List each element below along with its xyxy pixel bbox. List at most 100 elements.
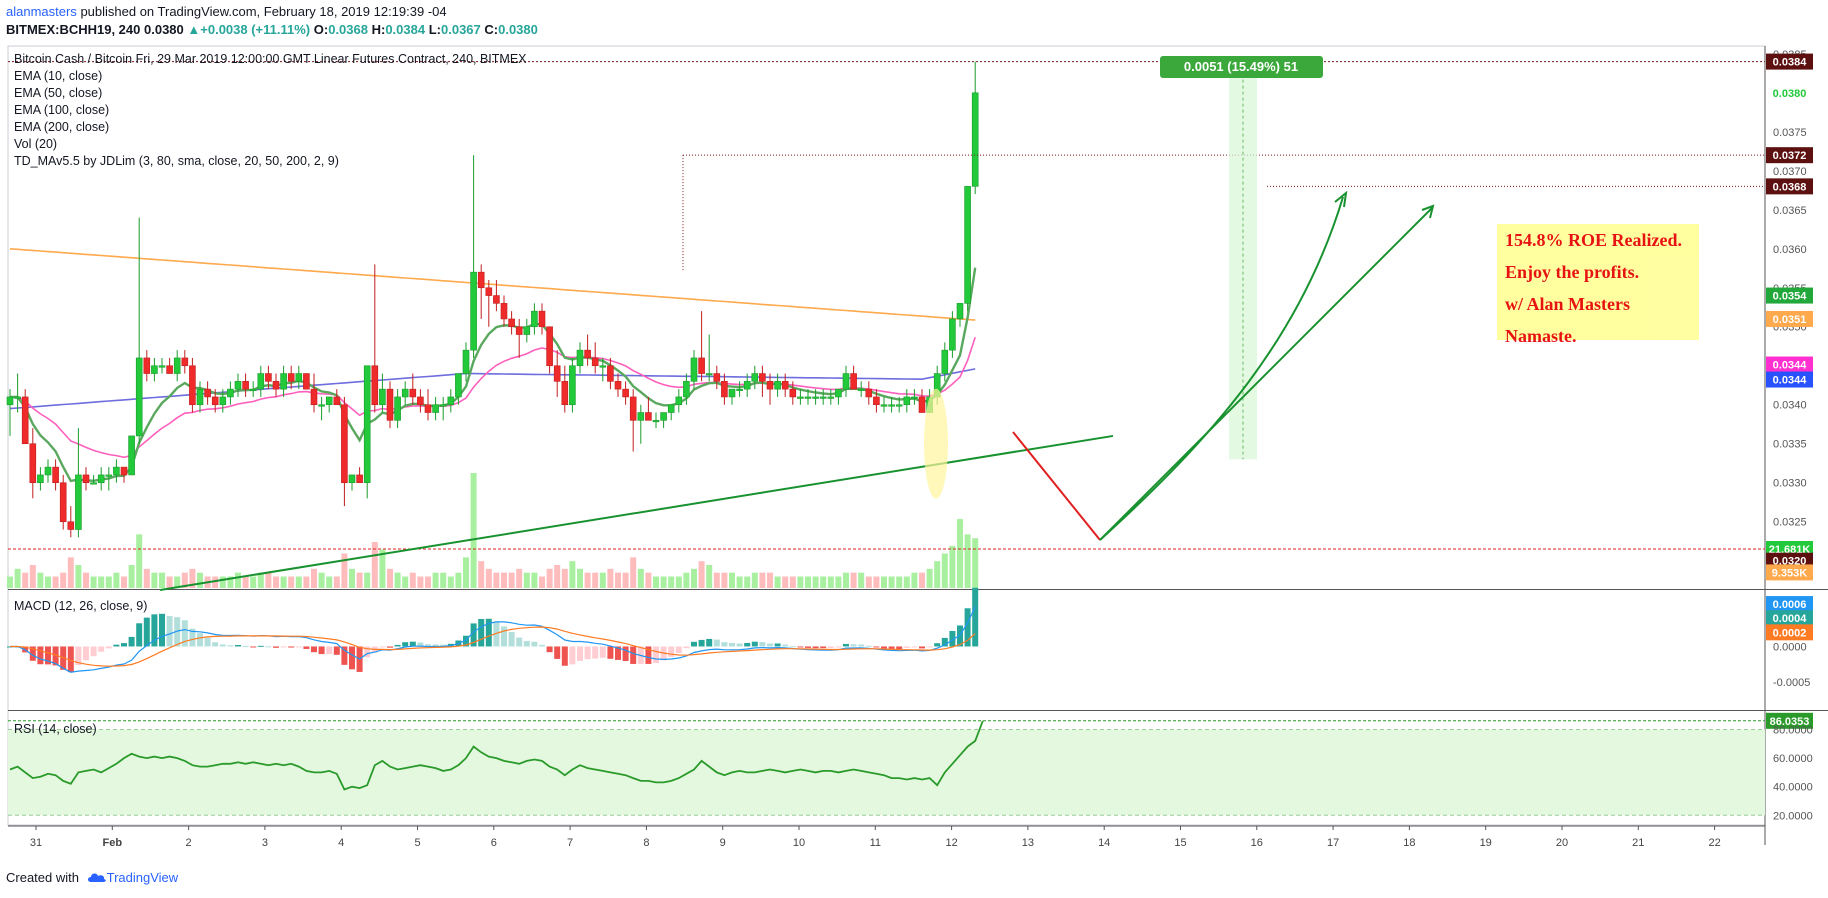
- indicator-ema200[interactable]: EMA (200, close): [14, 120, 110, 134]
- volume-bar: [485, 568, 492, 588]
- volume-bar: [364, 572, 371, 588]
- volume-bar: [934, 561, 941, 588]
- time-tick-label: 18: [1403, 837, 1415, 849]
- macd-histogram-bar: [90, 646, 97, 657]
- macd-histogram-bar: [166, 616, 173, 647]
- volume-bar: [83, 572, 89, 588]
- macd-label[interactable]: MACD (12, 26, close, 9): [14, 599, 148, 613]
- price-axis-badge-label: 0.0344: [1773, 360, 1808, 372]
- volume-bar: [52, 576, 59, 588]
- candle: [59, 482, 67, 523]
- volume-bar: [789, 576, 796, 588]
- candle: [363, 365, 371, 484]
- macd-histogram-bar: [379, 646, 386, 648]
- macd-axis-badge-label: 0.0004: [1773, 613, 1808, 625]
- green-arrow-line: [1099, 207, 1433, 541]
- macd-histogram-bar: [858, 644, 865, 647]
- plot-frame: [7, 45, 1766, 826]
- macd-axis-badge-label: 0.0006: [1773, 599, 1807, 611]
- macd-histogram-bar: [318, 646, 325, 655]
- candle: [257, 373, 265, 390]
- macd-histogram-bar: [546, 646, 553, 653]
- candle: [439, 404, 447, 407]
- price-axis-badge: [1766, 287, 1813, 304]
- candle: [242, 381, 249, 390]
- candle: [189, 365, 196, 406]
- macd-histogram-bar: [341, 646, 348, 665]
- macd-histogram-bar: [934, 643, 941, 647]
- indicator-ema10[interactable]: EMA (10, close): [14, 69, 103, 83]
- volume-bar: [151, 572, 158, 588]
- price-axis-badge: [1766, 84, 1813, 101]
- volume-bar: [303, 576, 310, 588]
- candle: [660, 412, 667, 421]
- macd-histogram-bar: [759, 642, 766, 647]
- candle: [599, 365, 607, 368]
- rsi-label[interactable]: RSI (14, close): [14, 722, 97, 736]
- tradingview-logo[interactable]: TradingView: [87, 870, 179, 885]
- candle: [607, 365, 614, 382]
- candle: [743, 381, 751, 390]
- indicator-td[interactable]: TD_MAv5.5 by JDLim (3, 80, sma, close, 2…: [14, 154, 339, 168]
- volume-bar: [470, 473, 477, 588]
- rsi-line: [9, 720, 984, 791]
- volume-bar: [440, 572, 447, 588]
- macd-histogram-bar: [364, 646, 371, 658]
- volume-bar: [539, 576, 545, 588]
- candle: [819, 396, 827, 399]
- time-tick-label: 13: [1022, 837, 1034, 849]
- volume-bar: [523, 572, 530, 588]
- volume-bar: [850, 572, 857, 588]
- time-tick-label: 14: [1098, 837, 1110, 849]
- candle: [736, 388, 743, 391]
- green-arrow-curve: [1099, 196, 1344, 541]
- candle: [477, 271, 485, 289]
- candle: [128, 435, 135, 476]
- indicator-ema50[interactable]: EMA (50, close): [14, 86, 103, 100]
- price-axis-badge: [1766, 356, 1813, 373]
- candle: [850, 373, 857, 390]
- green-arrowhead-icon: [1334, 190, 1348, 208]
- green-arrowhead-icon: [1421, 204, 1435, 219]
- price-axis-badge-label: 0.0354: [1773, 291, 1808, 303]
- macd-histogram-bar: [698, 639, 705, 647]
- price-axis-badge-label: 0.0368: [1773, 181, 1807, 193]
- candle: [105, 474, 113, 477]
- macd-histogram-bar: [265, 646, 272, 648]
- macd-histogram-bar: [463, 635, 469, 647]
- indicator-ema100[interactable]: EMA (100, close): [14, 103, 110, 117]
- candle: [713, 373, 721, 382]
- last-price: 0.0380: [144, 22, 184, 37]
- volume-bar: [318, 572, 325, 588]
- macd-axis-badge: [1766, 610, 1813, 627]
- candle: [918, 396, 926, 413]
- indicator-volume[interactable]: Vol (20): [14, 137, 58, 151]
- volume-bar: [113, 572, 120, 588]
- macd-histogram-bar: [531, 641, 538, 647]
- candle: [227, 388, 234, 398]
- candle: [325, 396, 333, 406]
- macd-histogram-bar: [295, 646, 302, 648]
- volume-bar: [805, 576, 811, 588]
- macd-histogram-bar: [949, 630, 956, 647]
- volume-bar: [121, 576, 127, 588]
- volume-bar: [820, 576, 827, 588]
- candle: [523, 326, 531, 335]
- volume-bar: [197, 572, 203, 588]
- volume-bar: [592, 572, 599, 588]
- macd-histogram-bar: [508, 632, 515, 647]
- macd-histogram-bar: [45, 646, 51, 665]
- volume-bar: [288, 576, 295, 588]
- author-link[interactable]: alanmasters: [6, 4, 77, 19]
- time-tick-label: 22: [1708, 837, 1720, 849]
- macd-histogram-bar: [592, 646, 599, 659]
- volume-bar: [45, 576, 51, 588]
- macd-histogram-bar: [805, 646, 811, 648]
- macd-histogram-bar: [326, 646, 333, 655]
- price-axis-badge: [1766, 53, 1813, 70]
- publish-header: alanmasters published on TradingView.com…: [0, 0, 1828, 40]
- volume-bar: [425, 576, 431, 588]
- tradingview-brand: TradingView: [106, 870, 179, 885]
- candle: [287, 373, 295, 382]
